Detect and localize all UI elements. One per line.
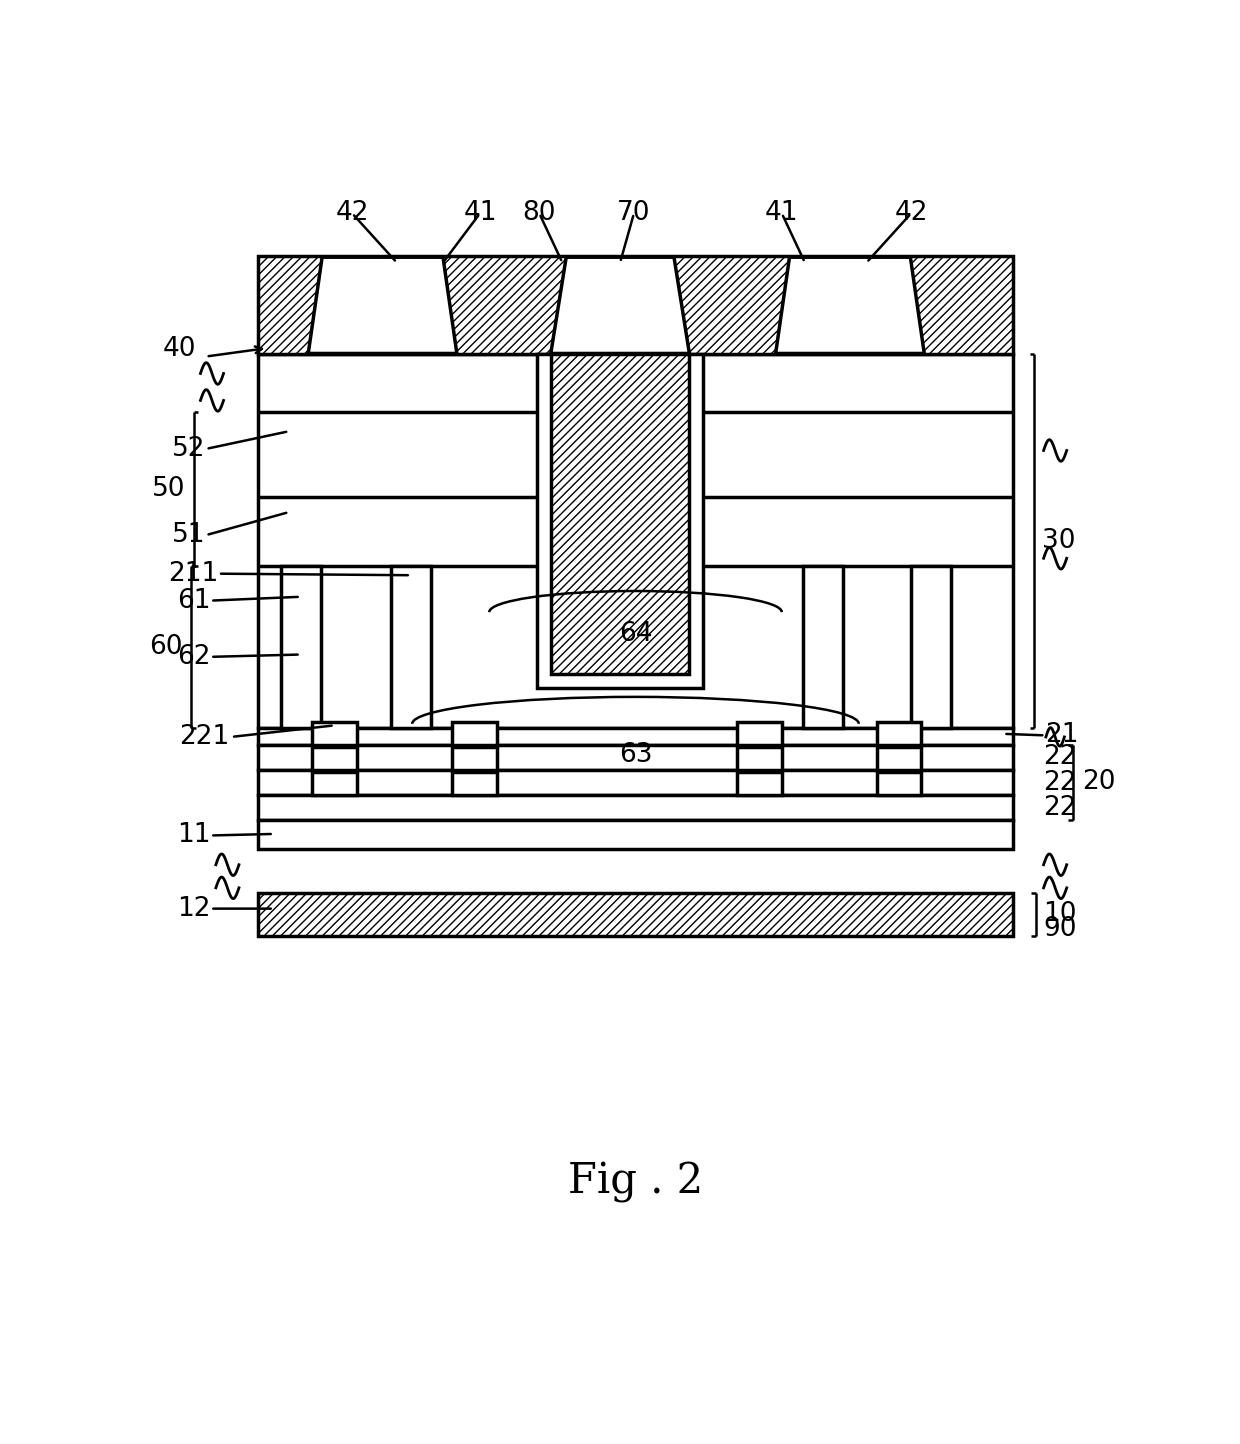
Bar — [537, 354, 703, 687]
Polygon shape — [309, 257, 456, 354]
Text: 11: 11 — [177, 823, 211, 849]
Bar — [911, 566, 951, 728]
Text: 41: 41 — [765, 201, 799, 227]
Text: 42: 42 — [335, 201, 368, 227]
Text: 10: 10 — [1044, 901, 1078, 927]
Bar — [737, 722, 781, 745]
Text: 30: 30 — [1042, 529, 1075, 554]
Text: Fig . 2: Fig . 2 — [568, 1161, 703, 1203]
Text: 12: 12 — [177, 895, 211, 921]
Text: 62: 62 — [177, 644, 211, 670]
Text: 22: 22 — [1044, 770, 1078, 796]
Bar — [877, 747, 921, 770]
Bar — [453, 722, 497, 745]
Text: 51: 51 — [172, 523, 206, 549]
Bar — [551, 354, 689, 674]
Text: 60: 60 — [149, 634, 182, 660]
Bar — [312, 747, 357, 770]
Text: 41: 41 — [464, 201, 497, 227]
Bar — [391, 566, 430, 728]
Text: 22: 22 — [1044, 794, 1078, 820]
Text: 40: 40 — [164, 336, 197, 362]
Text: 61: 61 — [177, 588, 211, 614]
Bar — [258, 257, 1013, 354]
Bar — [737, 773, 781, 796]
Bar — [281, 566, 321, 728]
Text: 211: 211 — [167, 560, 218, 586]
Bar — [258, 770, 1013, 796]
Bar — [312, 722, 357, 745]
Text: 80: 80 — [522, 201, 556, 227]
Polygon shape — [776, 257, 924, 354]
Bar — [258, 796, 1013, 820]
Text: 20: 20 — [1083, 770, 1116, 796]
Bar — [737, 747, 781, 770]
Bar — [258, 820, 1013, 849]
Polygon shape — [551, 257, 689, 354]
Text: 52: 52 — [172, 436, 206, 462]
Bar — [312, 773, 357, 796]
Bar — [877, 722, 921, 745]
Text: 50: 50 — [151, 477, 185, 503]
Text: 221: 221 — [179, 723, 229, 749]
Text: 70: 70 — [618, 201, 651, 227]
Bar — [258, 354, 1013, 728]
Text: 63: 63 — [619, 742, 652, 768]
Bar — [258, 894, 1013, 936]
Text: 90: 90 — [1044, 917, 1078, 943]
Text: 22: 22 — [1044, 744, 1078, 770]
Bar — [453, 773, 497, 796]
Bar — [453, 747, 497, 770]
Bar — [258, 728, 1013, 745]
Bar — [804, 566, 843, 728]
Text: 64: 64 — [619, 621, 652, 647]
Bar — [877, 773, 921, 796]
Text: 21: 21 — [1045, 722, 1079, 748]
Text: 42: 42 — [894, 201, 928, 227]
Bar — [258, 745, 1013, 770]
